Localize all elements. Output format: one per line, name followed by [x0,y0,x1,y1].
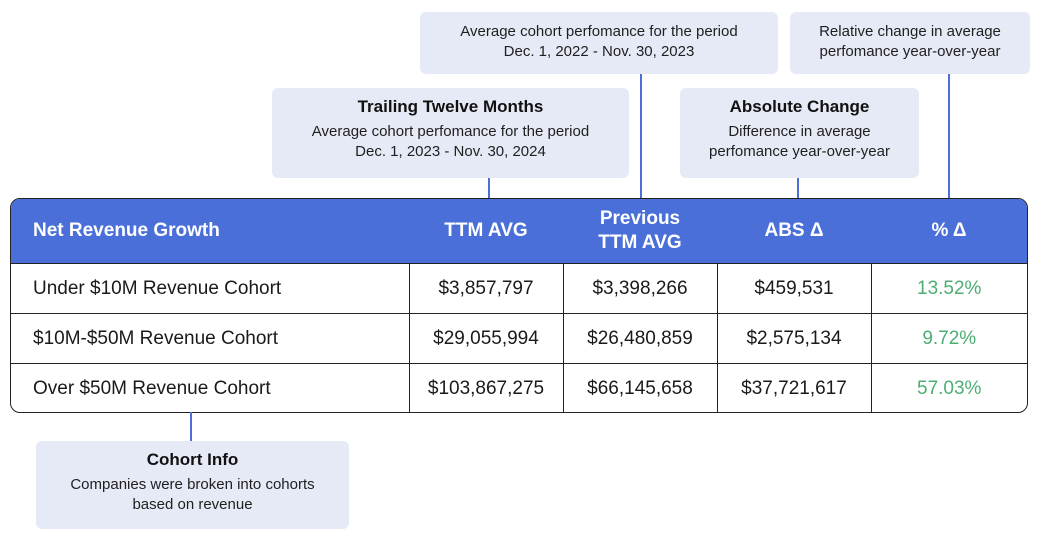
callout-relative-line2: perfomance year-over-year [819,43,1001,60]
callout-ttm: Trailing Twelve Months Average cohort pe… [272,88,629,178]
callout-absolute-line1: Difference in average [728,123,871,140]
header-previous-line2: TTM AVG [598,232,682,253]
cell-cohort: Under $10M Revenue Cohort [11,263,409,314]
header-previous-line1: Previous [599,208,681,229]
cell-abs-delta: $37,721,617 [716,363,871,412]
cell-previous-ttm-avg: $66,145,658 [562,363,717,412]
callout-relative-change: Relative change in average perfomance ye… [790,12,1030,74]
connector-cohort-info [190,412,192,441]
cell-cohort: $10M-$50M Revenue Cohort [11,313,409,364]
connector-relative-change [948,74,950,200]
callout-ttm-title: Trailing Twelve Months [357,97,544,116]
header-previous-ttm-avg: Previous TTM AVG [563,199,717,264]
connector-absolute-change [797,178,799,200]
connector-ttm [488,178,490,200]
callout-absolute-change: Absolute Change Difference in average pe… [680,88,919,178]
cell-abs-delta: $2,575,134 [716,313,871,364]
header-pct-delta: % Δ [871,199,1027,264]
table-row: Under $10M Revenue Cohort $3,857,797 $3,… [11,263,1027,314]
callout-previous-ttm: Average cohort perfomance for the period… [420,12,778,74]
callout-cohort-line2: based on revenue [132,496,253,513]
revenue-growth-table: Net Revenue Growth TTM AVG Previous TTM … [10,198,1028,413]
callout-absolute-line2: perfomance year-over-year [709,143,890,160]
cell-pct-delta: 9.72% [870,313,1027,364]
cell-abs-delta: $459,531 [716,263,871,314]
callout-cohort-line1: Companies were broken into cohorts [70,476,315,493]
callout-previous-ttm-line2: Dec. 1, 2022 - Nov. 30, 2023 [503,43,695,60]
callout-absolute-title: Absolute Change [729,97,870,116]
cell-pct-delta: 13.52% [870,263,1027,314]
cell-ttm-avg: $29,055,994 [408,313,563,364]
callout-relative-line1: Relative change in average [819,23,1001,40]
cell-ttm-avg: $103,867,275 [408,363,563,412]
table-row: Over $50M Revenue Cohort $103,867,275 $6… [11,363,1027,412]
callout-ttm-line2: Dec. 1, 2023 - Nov. 30, 2024 [355,143,546,160]
cell-previous-ttm-avg: $3,398,266 [562,263,717,314]
callout-ttm-line1: Average cohort perfomance for the period [311,123,590,140]
cell-cohort: Over $50M Revenue Cohort [11,363,409,412]
cell-previous-ttm-avg: $26,480,859 [562,313,717,364]
table-row: $10M-$50M Revenue Cohort $29,055,994 $26… [11,313,1027,364]
cell-ttm-avg: $3,857,797 [408,263,563,314]
table-header-row: Net Revenue Growth TTM AVG Previous TTM … [11,199,1027,264]
header-ttm-avg: TTM AVG [409,199,563,264]
header-abs-delta: ABS Δ [717,199,871,264]
cell-pct-delta: 57.03% [870,363,1027,412]
callout-cohort-info: Cohort Info Companies were broken into c… [36,441,349,529]
callout-previous-ttm-line1: Average cohort perfomance for the period [460,23,738,40]
callout-cohort-title: Cohort Info [146,450,239,469]
header-net-revenue-growth: Net Revenue Growth [11,199,409,264]
connector-previous-ttm [640,74,642,200]
